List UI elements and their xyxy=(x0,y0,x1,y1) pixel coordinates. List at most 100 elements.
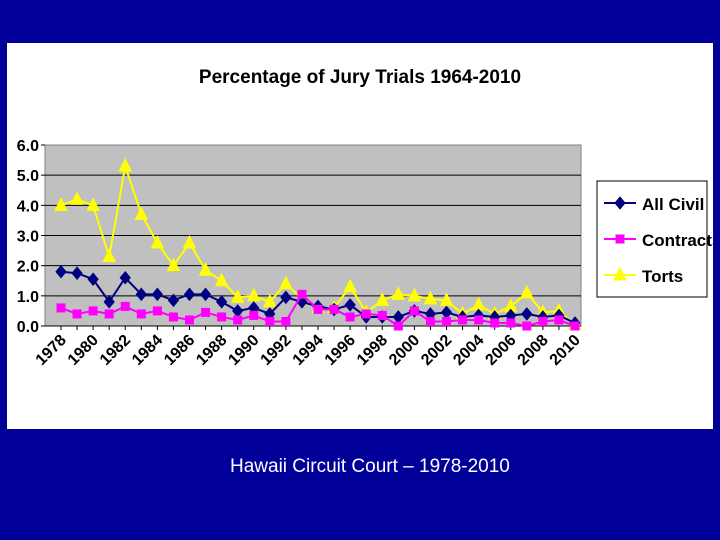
data-point xyxy=(151,287,164,302)
data-point xyxy=(167,293,180,308)
data-point xyxy=(150,234,165,249)
data-point xyxy=(120,301,130,311)
x-tick-label: 2010 xyxy=(547,332,584,369)
data-point xyxy=(55,264,67,279)
data-point xyxy=(554,315,564,325)
data-point xyxy=(233,315,243,325)
data-point xyxy=(522,321,532,331)
data-point xyxy=(393,321,403,331)
data-point xyxy=(102,248,116,263)
data-point xyxy=(280,290,292,305)
x-tick-label: 2006 xyxy=(482,332,519,369)
data-point xyxy=(377,310,387,320)
series-layer xyxy=(54,157,582,331)
legend: All Civil Contracts Torts xyxy=(596,180,713,298)
data-point xyxy=(615,234,625,244)
x-tick-label: 1986 xyxy=(161,332,198,369)
data-point xyxy=(490,318,500,328)
data-point xyxy=(520,284,534,299)
data-point xyxy=(265,316,275,326)
data-point xyxy=(119,270,131,285)
x-tick-label: 2002 xyxy=(418,332,455,369)
data-point xyxy=(214,272,229,287)
data-point xyxy=(217,312,227,322)
data-point xyxy=(72,309,82,319)
x-tick-label: 2008 xyxy=(515,332,552,369)
x-tick-label: 1996 xyxy=(322,332,359,369)
data-point xyxy=(198,262,213,276)
data-point xyxy=(425,316,435,326)
data-point xyxy=(409,306,419,316)
data-point xyxy=(423,290,438,305)
slide-caption: Hawaii Circuit Court – 1978-2010 xyxy=(230,456,510,477)
data-point xyxy=(136,309,146,319)
x-tick-label: 1994 xyxy=(290,332,327,369)
x-tick-label: 1978 xyxy=(33,332,70,369)
data-point xyxy=(168,312,178,322)
chart-panel: Percentage of Jury Trials 1964-2010 0.0 1… xyxy=(7,43,713,429)
data-point xyxy=(570,321,580,331)
y-tick-label: 1.0 xyxy=(17,289,39,306)
data-point xyxy=(230,289,245,303)
data-point xyxy=(297,289,307,299)
data-point xyxy=(88,306,98,316)
data-point xyxy=(391,286,406,300)
x-tick-label: 1990 xyxy=(225,332,262,369)
data-point xyxy=(201,307,211,317)
y-tick-label: 2.0 xyxy=(17,259,39,276)
data-point xyxy=(375,292,390,306)
series-contracts xyxy=(56,289,580,331)
x-tick-label: 1980 xyxy=(65,332,102,369)
data-point xyxy=(182,234,197,249)
data-point xyxy=(614,196,626,210)
data-point xyxy=(442,316,451,326)
x-tick-label: 2004 xyxy=(450,332,487,369)
data-point xyxy=(152,306,162,316)
data-point xyxy=(458,315,468,325)
chart-svg: Percentage of Jury Trials 1964-2010 0.01… xyxy=(17,67,713,369)
data-point xyxy=(185,315,194,325)
data-point xyxy=(279,275,293,290)
data-point xyxy=(71,266,83,280)
legend-label: All Civil xyxy=(642,195,704,214)
chart-title: Percentage of Jury Trials 1964-2010 xyxy=(199,67,521,88)
gridlines xyxy=(45,174,581,297)
y-tick-label: 6.0 xyxy=(17,138,39,155)
data-point xyxy=(183,287,196,302)
legend-label: Torts xyxy=(642,267,683,286)
data-point xyxy=(118,157,133,172)
x-tick-label: 1982 xyxy=(97,332,134,369)
data-point xyxy=(86,197,100,211)
data-point xyxy=(313,304,323,314)
data-point xyxy=(439,292,454,306)
legend-items: All Civil Contracts Torts xyxy=(604,195,713,286)
data-point xyxy=(343,278,357,293)
y-tick-label: 4.0 xyxy=(17,198,39,215)
data-point xyxy=(104,309,114,319)
data-point xyxy=(166,257,181,272)
data-point xyxy=(506,318,516,328)
data-point xyxy=(87,272,99,287)
data-point xyxy=(474,315,484,325)
legend-entry: All Civil xyxy=(604,195,704,214)
data-point xyxy=(135,287,147,302)
x-tick-label: 1998 xyxy=(354,332,391,369)
y-tick-label: 5.0 xyxy=(17,168,39,185)
data-point xyxy=(538,316,548,326)
data-point xyxy=(263,293,277,308)
x-tick-label: 1984 xyxy=(129,332,166,369)
data-point xyxy=(361,309,371,319)
legend-entry: Torts xyxy=(604,266,683,286)
data-point xyxy=(613,266,627,281)
data-point xyxy=(246,287,261,302)
data-point xyxy=(215,295,228,309)
legend-label: Contracts xyxy=(642,231,713,250)
data-point xyxy=(329,304,339,314)
x-tick-label: 2000 xyxy=(386,332,423,369)
data-point xyxy=(344,298,356,312)
data-point xyxy=(407,287,422,302)
y-tick-label: 3.0 xyxy=(17,229,39,246)
legend-entry: Contracts xyxy=(604,231,713,250)
data-point xyxy=(249,310,259,320)
data-point xyxy=(134,206,149,220)
